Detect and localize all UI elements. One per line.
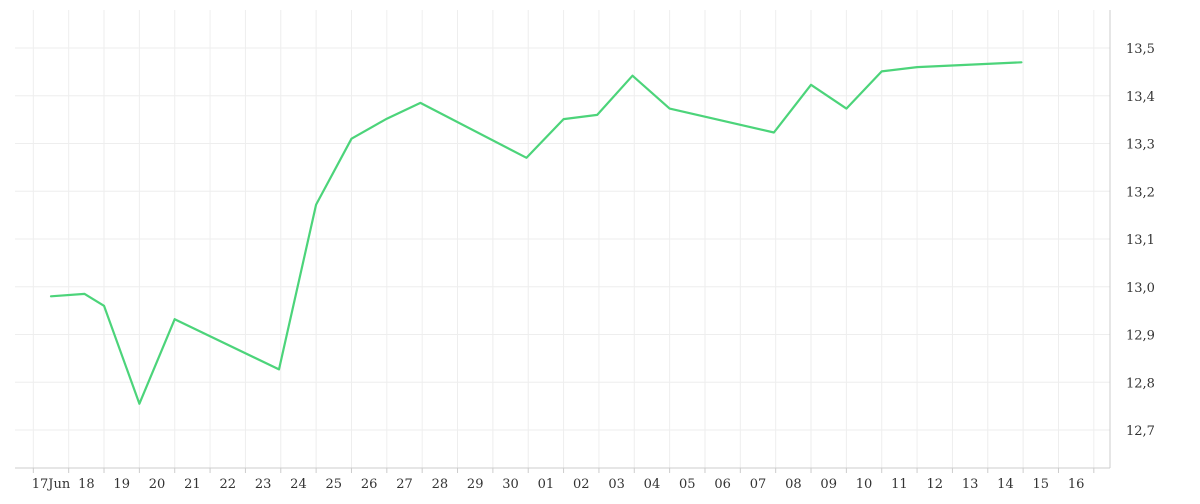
grid xyxy=(15,10,1110,468)
y-tick-label: 13,3 xyxy=(1126,138,1155,153)
x-tick-label: 26 xyxy=(361,477,378,492)
axes xyxy=(15,10,1110,473)
x-tick-label: 18 xyxy=(78,477,95,492)
y-tick-labels: 12,7 12,8 12,9 13,0 13,1 13,2 13,3 13,4 13,5 xyxy=(1126,42,1155,439)
x-tick-label: 14 xyxy=(997,477,1014,492)
x-tick-label: 02 xyxy=(573,477,590,492)
x-tick-label: 17Jun xyxy=(32,477,71,492)
x-tick-label: 22 xyxy=(219,477,236,492)
y-tick-label: 13,5 xyxy=(1126,42,1155,57)
x-tick-label: 20 xyxy=(149,477,166,492)
y-tick-label: 12,9 xyxy=(1126,329,1155,344)
y-tick-label: 12,7 xyxy=(1126,424,1155,439)
x-tick-label: 07 xyxy=(750,477,767,492)
x-tick-label: 12 xyxy=(926,477,943,492)
x-tick-label: 16 xyxy=(1068,477,1085,492)
series-line xyxy=(51,62,1021,403)
x-tick-labels: 17Jun 18 19 20 21 22 23 24 25 26 27 28 29 30 01 02 03 04 0… xyxy=(32,477,1085,492)
x-tick-label: 23 xyxy=(255,477,272,492)
y-tick-label: 13,1 xyxy=(1126,233,1155,248)
x-tick-label: 09 xyxy=(820,477,837,492)
x-tick-label: 28 xyxy=(432,477,449,492)
x-tick-label: 10 xyxy=(856,477,873,492)
x-tick-label: 08 xyxy=(785,477,802,492)
y-tick-label: 13,4 xyxy=(1126,90,1155,105)
x-tick-label: 11 xyxy=(891,477,908,492)
x-tick-label: 24 xyxy=(290,477,307,492)
x-tick-label: 21 xyxy=(184,477,201,492)
x-tick-label: 03 xyxy=(608,477,625,492)
x-tick-label: 06 xyxy=(714,477,731,492)
y-tick-label: 13,2 xyxy=(1126,185,1155,200)
series-layer xyxy=(51,62,1021,403)
x-tick-label: 05 xyxy=(679,477,696,492)
x-tick-label: 27 xyxy=(396,477,413,492)
x-tick-label: 30 xyxy=(502,477,519,492)
y-tick-label: 13,0 xyxy=(1126,281,1155,296)
x-tick-label: 04 xyxy=(644,477,661,492)
x-tick-label: 29 xyxy=(467,477,484,492)
y-tick-label: 12,8 xyxy=(1126,376,1155,391)
x-tick-label: 15 xyxy=(1033,477,1050,492)
x-tick-label: 25 xyxy=(326,477,343,492)
x-tick-label: 19 xyxy=(113,477,130,492)
x-tick-label: 13 xyxy=(962,477,979,492)
x-tick-label: 01 xyxy=(538,477,555,492)
